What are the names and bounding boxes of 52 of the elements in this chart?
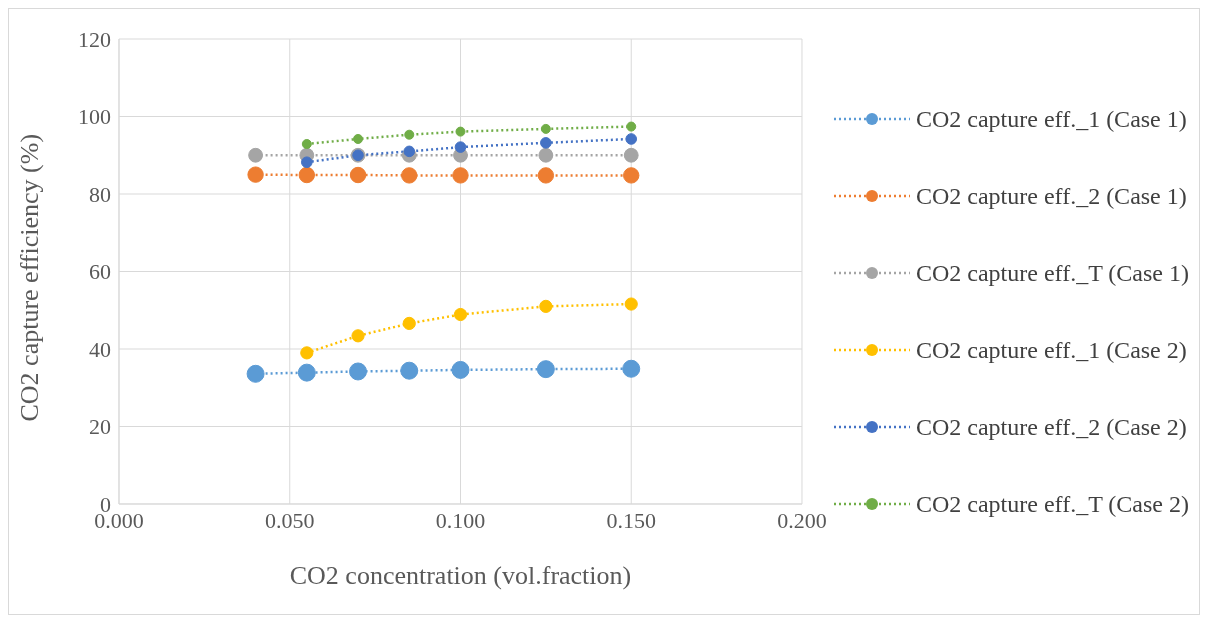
x-tick-label: 0.100 [435, 507, 486, 533]
x-tick-label: 0.200 [777, 507, 827, 533]
point [536, 360, 555, 379]
point [400, 361, 419, 380]
point [403, 145, 416, 158]
point [248, 147, 263, 163]
point [402, 316, 416, 331]
x-axis-title: CO2 concentration (vol.fraction) [289, 561, 632, 590]
point [404, 129, 415, 140]
point [624, 297, 638, 311]
point [454, 141, 467, 153]
point [455, 126, 466, 137]
point [298, 166, 316, 184]
x-tick-label: 0.150 [606, 507, 656, 533]
y-tick-label: 20 [89, 414, 111, 440]
point [537, 167, 555, 184]
y-tick-label: 40 [89, 336, 111, 362]
point [297, 363, 316, 382]
y-tick-label: 60 [89, 259, 111, 285]
y-axis-title: CO2 capture efficiency (%) [15, 133, 45, 422]
point [540, 123, 551, 134]
point [246, 364, 265, 383]
point [625, 133, 638, 145]
point [353, 133, 364, 144]
y-tick-label: 120 [78, 26, 111, 52]
legend-label: CO2 capture eff._1 (Case 2) [915, 336, 1187, 364]
point [351, 329, 365, 343]
point [540, 137, 552, 149]
point [451, 360, 470, 379]
point [453, 307, 468, 322]
legend-label: CO2 capture eff._1 (Case 1) [915, 105, 1187, 133]
point [301, 156, 313, 169]
point [623, 167, 640, 184]
point [247, 166, 264, 183]
point [401, 167, 418, 184]
point [538, 147, 554, 163]
point [452, 167, 469, 184]
point [623, 147, 639, 163]
y-tick-label: 80 [89, 181, 111, 207]
point [539, 299, 553, 313]
point [300, 346, 314, 360]
y-tick-label: 100 [78, 104, 111, 130]
point [622, 359, 641, 378]
point [626, 121, 637, 132]
point [301, 139, 312, 150]
x-tick-label: 0.050 [264, 507, 315, 533]
point [349, 362, 368, 381]
legend-label: CO2 capture eff._T (Case 1) [915, 259, 1189, 287]
legend-label: CO2 capture eff._2 (Case 1) [915, 182, 1187, 210]
point [349, 166, 367, 184]
legend-label: CO2 capture eff._2 (Case 2) [915, 413, 1187, 441]
legend-label: CO2 capture eff._T (Case 2) [915, 490, 1189, 518]
